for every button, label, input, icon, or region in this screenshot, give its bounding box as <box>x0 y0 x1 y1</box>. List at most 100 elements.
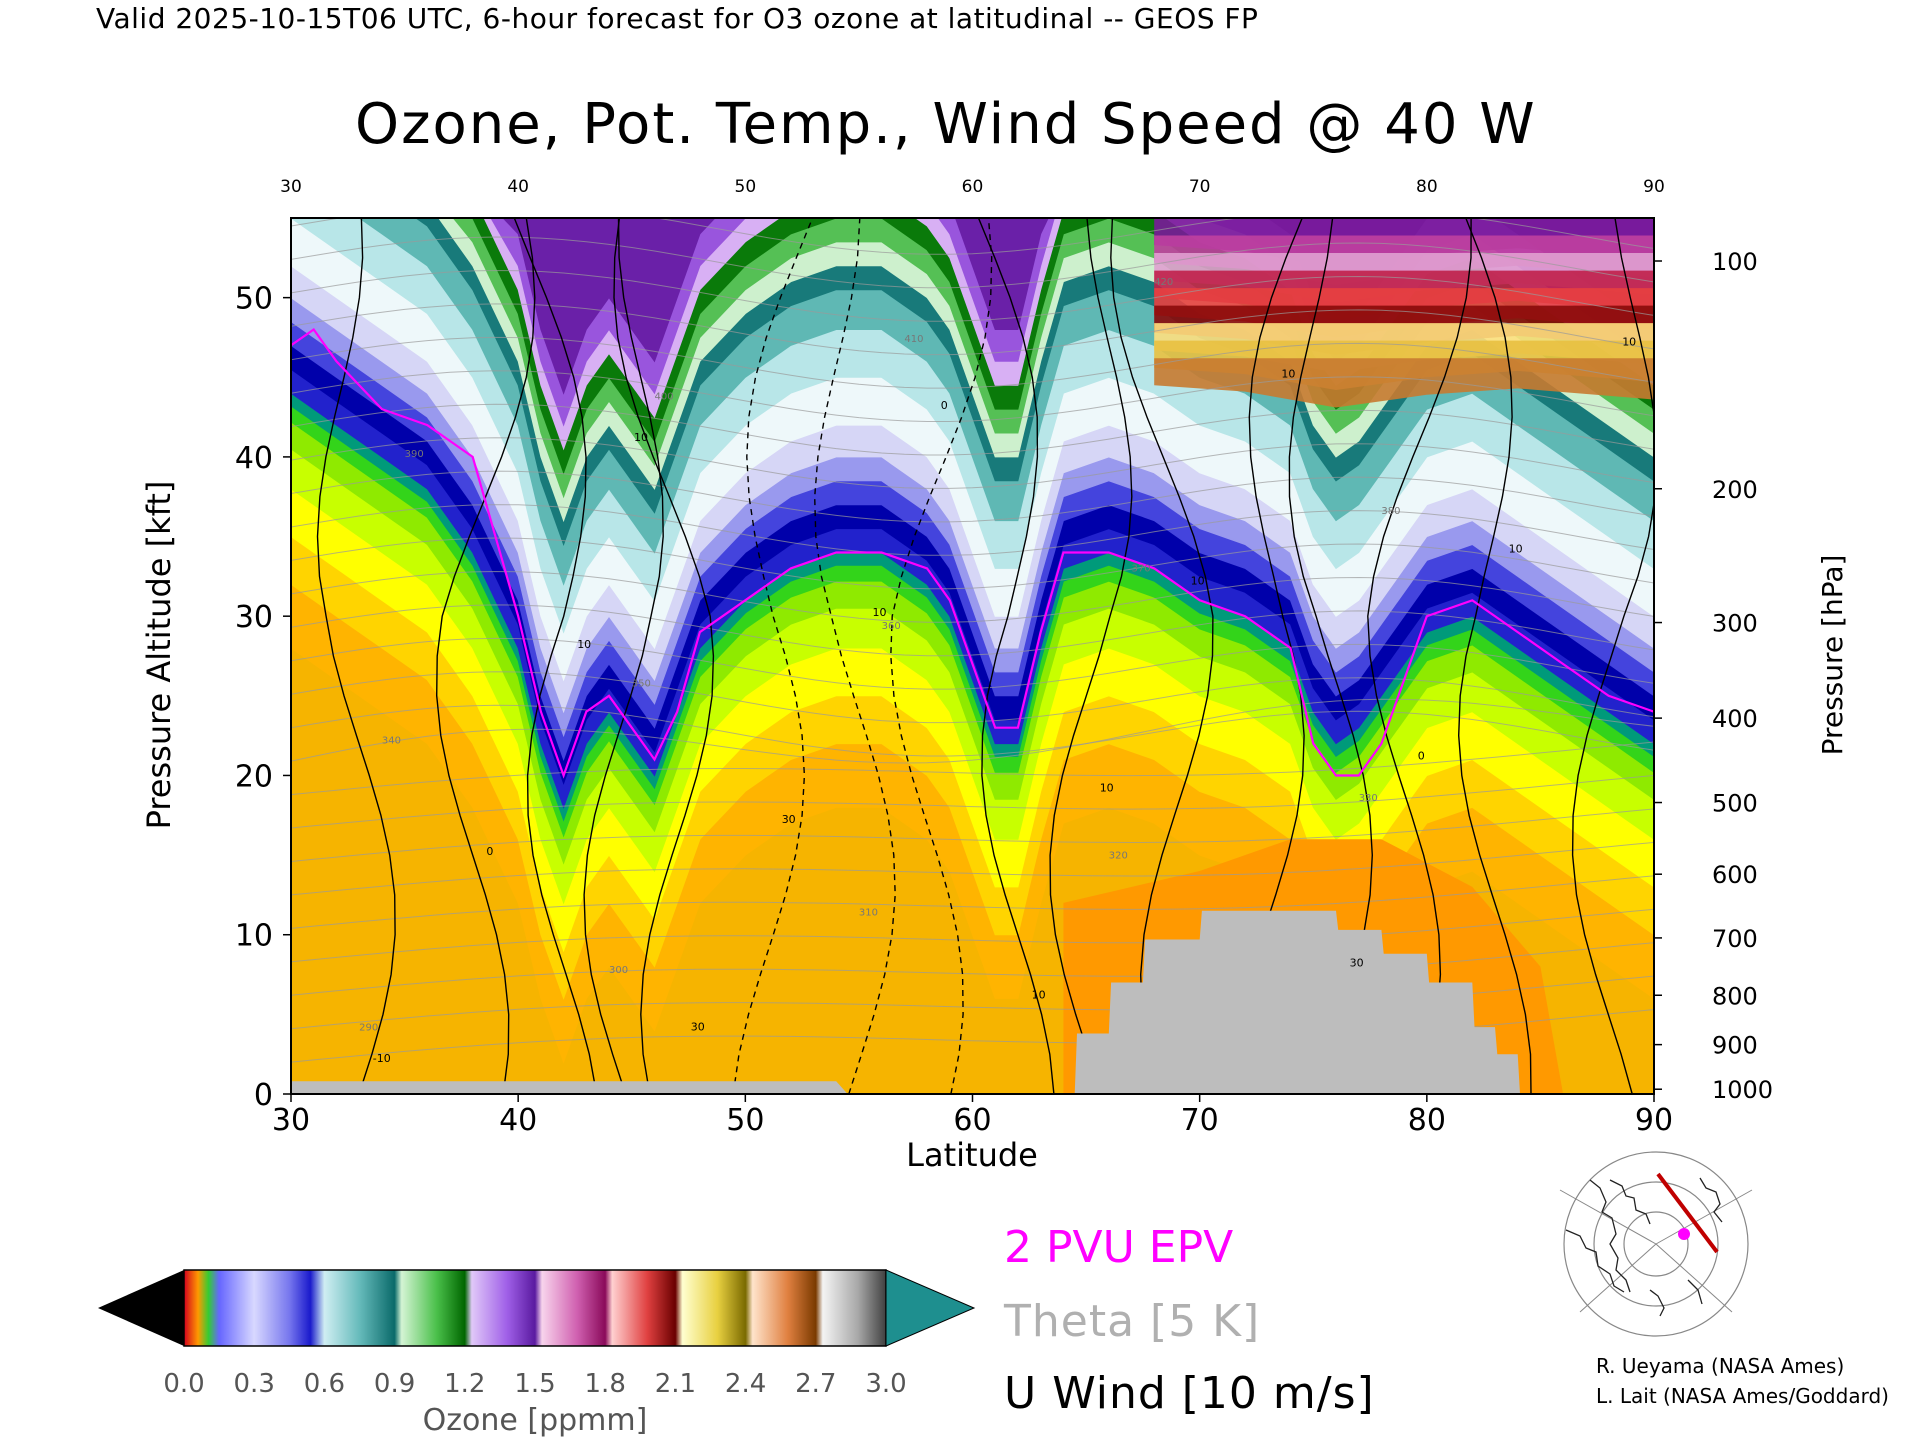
colorbar-under-arrow <box>98 1270 184 1346</box>
u-wind-label: 10 <box>1032 988 1046 1001</box>
u-wind-label: 10 <box>1281 367 1295 380</box>
theta-contour <box>291 437 1654 489</box>
theta-label: 290 <box>359 1022 378 1033</box>
y-axis-left-ticks: 0 10 20 30 40 50 <box>235 282 291 1113</box>
theta-contour <box>291 604 1654 657</box>
legend-theta: Theta [5 K] <box>1004 1296 1261 1347</box>
u-wind-contour <box>513 218 598 1094</box>
ozone-colorbar: 0.0 0.3 0.6 0.9 1.2 1.5 1.8 2.1 2.4 2.7 3.0 Ozone … <box>98 1269 976 1438</box>
u-wind-contour <box>1367 218 1472 1094</box>
theta-label: 320 <box>1109 850 1128 861</box>
legend-epv: 2 PVU EPV <box>1004 1222 1234 1273</box>
credit-line-2: L. Lait (NASA Ames/Goddard) <box>1596 1384 1889 1408</box>
y-left-tick-label: 10 <box>235 919 273 954</box>
theta-label: 420 <box>1154 277 1173 288</box>
theta-label: 300 <box>609 965 628 976</box>
theta-contour <box>291 537 1654 590</box>
credit-line-1: R. Ueyama (NASA Ames) <box>1596 1354 1845 1378</box>
theta-contour <box>291 704 1654 757</box>
y-right-tick-label: 700 <box>1712 925 1758 953</box>
y-axis-left-label: Pressure Altitude [kft] <box>140 481 178 830</box>
chart-title: Ozone, Pot. Temp., Wind Speed @ 40 W <box>355 92 1537 157</box>
theta-label: 350 <box>632 678 651 689</box>
colorbar-tick-label: 2.7 <box>795 1369 836 1399</box>
colorbar-label: Ozone [ppmm] <box>423 1403 648 1438</box>
theta-label: 310 <box>859 908 878 919</box>
u-wind-contour <box>1049 218 1133 1094</box>
cross-section-line <box>1656 1172 1719 1254</box>
y-right-tick-label: 300 <box>1712 610 1758 638</box>
y-right-tick-label: 200 <box>1712 476 1758 504</box>
colorbar-tick-label: 0.9 <box>374 1369 415 1399</box>
y-left-tick-label: 20 <box>235 759 273 794</box>
colorbar-over-arrow <box>885 1269 976 1347</box>
y-right-tick-label: 1000 <box>1712 1076 1773 1104</box>
theta-label: 360 <box>882 621 901 632</box>
colorbar-tick-label: 2.4 <box>725 1369 766 1399</box>
theta-label: 380 <box>1381 506 1400 517</box>
u-wind-label: 10 <box>1622 335 1636 348</box>
u-wind-contour <box>813 218 896 1094</box>
colorbar-ticks: 0.0 0.3 0.6 0.9 1.2 1.5 1.8 2.1 2.4 2.7 3.0 <box>163 1369 906 1399</box>
ozone-heatmap: -100101030301001010101030010102903003103… <box>291 218 1654 1094</box>
u-wind-label: -10 <box>373 1052 391 1065</box>
location-marker <box>1678 1228 1690 1240</box>
u-wind-label: 10 <box>1191 574 1205 587</box>
u-wind-label: 10 <box>634 431 648 444</box>
theta-label: 390 <box>405 449 424 460</box>
y-right-tick-label: 800 <box>1712 982 1758 1010</box>
x-tick-label: 80 <box>1408 1103 1446 1138</box>
theta-contour <box>291 336 1654 389</box>
x-axis-top-ticks: 30 40 50 60 70 80 90 <box>280 177 1665 197</box>
u-wind-contour <box>435 218 536 1094</box>
x-tick-label: 60 <box>953 1103 991 1138</box>
u-wind-contour <box>316 218 396 1094</box>
y-left-tick-label: 30 <box>235 600 273 635</box>
theta-label: 330 <box>1359 793 1378 804</box>
x-tick-label: 70 <box>1181 1103 1219 1138</box>
colorbar-tick-label: 2.1 <box>655 1369 696 1399</box>
y-left-tick-label: 40 <box>235 441 273 476</box>
u-wind-label: 30 <box>1350 957 1364 970</box>
u-wind-contour <box>613 218 715 1094</box>
y-left-tick-label: 50 <box>235 282 273 317</box>
colorbar-tick-label: 0.0 <box>163 1369 204 1399</box>
epv-2pvu-line <box>291 327 1654 779</box>
valid-time-header: Valid 2025-10-15T06 UTC, 6-hour forecast… <box>96 2 1259 35</box>
x-top-tick-label: 50 <box>735 177 757 197</box>
u-wind-label: 10 <box>873 606 887 619</box>
u-wind-label: 30 <box>782 813 796 826</box>
x-axis-ticks: 30 40 50 60 70 80 90 <box>272 1094 1673 1138</box>
colorbar-tick-label: 0.3 <box>234 1369 275 1399</box>
u-wind-label: 10 <box>1100 781 1114 794</box>
u-wind-label: 10 <box>577 638 591 651</box>
theta-contour <box>291 841 1654 896</box>
theta-contour <box>291 741 1654 796</box>
theta-label: 370 <box>1132 564 1151 575</box>
theta-contour <box>291 637 1654 690</box>
u-wind-contour <box>1457 218 1532 1094</box>
theta-contour <box>291 808 1654 862</box>
y-right-tick-label: 400 <box>1712 705 1758 733</box>
theta-contour <box>291 504 1654 556</box>
u-wind-contour <box>890 218 993 1094</box>
u-wind-label: 30 <box>691 1020 705 1033</box>
theta-contour <box>291 303 1654 356</box>
y-right-tick-label: 500 <box>1712 790 1758 818</box>
theta-contour <box>291 218 1654 255</box>
u-wind-contour <box>1571 218 1654 1094</box>
theta-contour <box>291 370 1654 422</box>
theta-contour <box>291 269 1654 322</box>
theta-label: 340 <box>382 736 401 747</box>
u-wind-label: 10 <box>1509 543 1523 556</box>
x-top-tick-label: 40 <box>507 177 529 197</box>
y-right-tick-label: 900 <box>1712 1032 1758 1060</box>
colorbar-tick-label: 3.0 <box>865 1369 906 1399</box>
colorbar-gradient <box>183 1269 887 1347</box>
terrain <box>291 910 1654 1094</box>
u-wind-label: 0 <box>941 399 948 412</box>
theta-contour <box>291 671 1654 724</box>
x-top-tick-label: 70 <box>1189 177 1211 197</box>
y-left-tick-label: 0 <box>254 1078 273 1113</box>
